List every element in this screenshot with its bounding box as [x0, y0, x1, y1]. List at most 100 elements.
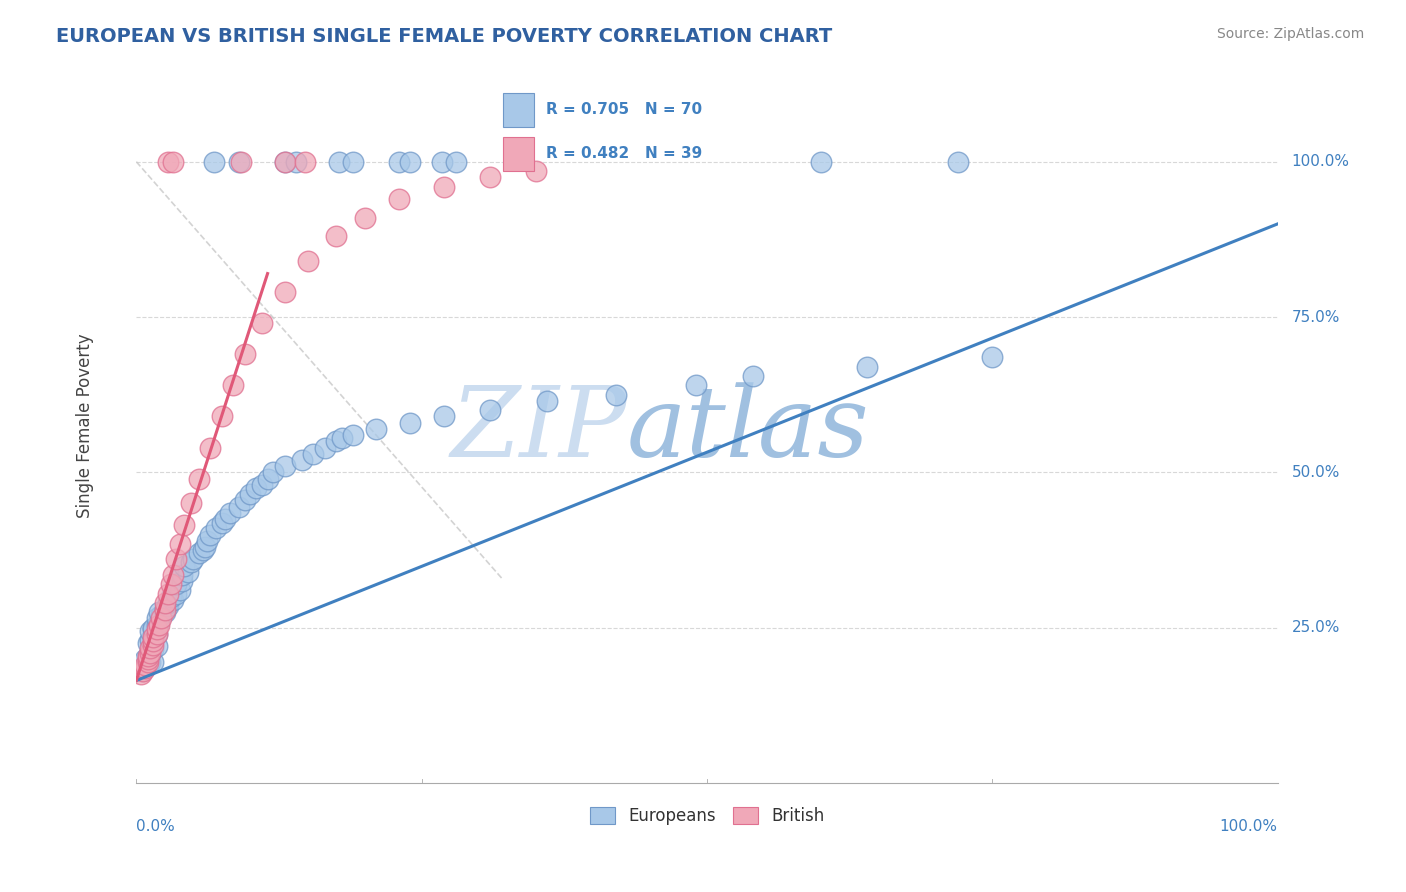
Point: [146, 611, 169, 625]
Point: [136, 652, 159, 666]
Text: Source: ZipAtlas.com: Source: ZipAtlas.com: [1216, 27, 1364, 41]
Point: [153, 602, 176, 616]
Point: [325, 434, 347, 449]
Point: [211, 409, 233, 424]
Point: [139, 646, 162, 660]
Text: 75.0%: 75.0%: [1292, 310, 1340, 325]
Point: [165, 552, 187, 566]
Point: [150, 608, 173, 623]
Point: [146, 622, 169, 636]
Point: [139, 633, 162, 648]
Point: [981, 351, 1004, 365]
Point: [157, 596, 180, 610]
Point: [946, 154, 969, 169]
Legend: Europeans, British: Europeans, British: [583, 800, 831, 832]
Point: [139, 646, 162, 660]
Point: [195, 533, 218, 548]
Point: [342, 428, 364, 442]
Point: [325, 229, 347, 244]
Point: [142, 655, 165, 669]
Point: [176, 565, 198, 579]
Point: [139, 655, 162, 669]
Point: [297, 254, 319, 268]
Point: [146, 617, 169, 632]
Point: [479, 170, 502, 185]
Text: atlas: atlas: [627, 382, 870, 477]
Point: [148, 605, 170, 619]
Point: [433, 179, 456, 194]
Text: 100.0%: 100.0%: [1220, 819, 1278, 834]
Point: [330, 431, 353, 445]
Point: [388, 192, 411, 206]
Point: [302, 447, 325, 461]
Point: [364, 422, 387, 436]
Point: [148, 615, 170, 629]
Point: [273, 459, 295, 474]
Text: EUROPEAN VS BRITISH SINGLE FEMALE POVERTY CORRELATION CHART: EUROPEAN VS BRITISH SINGLE FEMALE POVERT…: [56, 27, 832, 45]
Text: 50.0%: 50.0%: [1292, 465, 1340, 480]
Point: [328, 154, 350, 169]
Point: [273, 285, 295, 300]
Point: [285, 154, 308, 169]
Point: [159, 577, 181, 591]
Point: [233, 347, 256, 361]
Point: [157, 154, 180, 169]
Point: [134, 661, 156, 675]
Text: Single Female Poverty: Single Female Poverty: [76, 334, 94, 518]
Point: [245, 481, 267, 495]
Point: [479, 403, 502, 417]
Point: [262, 466, 284, 480]
Point: [536, 393, 558, 408]
Point: [142, 630, 165, 644]
Point: [162, 568, 184, 582]
Point: [169, 537, 191, 551]
Point: [388, 154, 411, 169]
Point: [132, 664, 155, 678]
Point: [605, 388, 627, 402]
Point: [228, 154, 250, 169]
Point: [153, 596, 176, 610]
Text: ZIP: ZIP: [451, 382, 627, 477]
Point: [399, 416, 422, 430]
Point: [142, 621, 165, 635]
Point: [134, 658, 156, 673]
Point: [146, 640, 169, 654]
Point: [173, 558, 195, 573]
Point: [273, 154, 295, 169]
Point: [180, 556, 202, 570]
Point: [146, 627, 169, 641]
Point: [250, 316, 273, 330]
Point: [169, 583, 191, 598]
Point: [139, 640, 162, 655]
Point: [314, 441, 336, 455]
Point: [250, 478, 273, 492]
Point: [399, 154, 422, 169]
Text: 100.0%: 100.0%: [1292, 154, 1350, 169]
Point: [444, 154, 467, 169]
Point: [146, 627, 169, 641]
Point: [231, 154, 253, 169]
Point: [129, 667, 152, 681]
Point: [188, 472, 211, 486]
Point: [150, 611, 173, 625]
Point: [148, 617, 170, 632]
Point: [273, 154, 295, 169]
Point: [524, 164, 547, 178]
Point: [432, 154, 454, 169]
Point: [188, 546, 211, 560]
Point: [157, 599, 180, 613]
Point: [136, 648, 159, 663]
Point: [342, 154, 364, 169]
Point: [200, 441, 222, 455]
Point: [233, 493, 256, 508]
Point: [136, 658, 159, 673]
Point: [433, 409, 456, 424]
Point: [353, 211, 375, 225]
Point: [157, 586, 180, 600]
Point: [136, 648, 159, 663]
Point: [194, 540, 217, 554]
Point: [170, 568, 193, 582]
Point: [191, 543, 214, 558]
Point: [219, 506, 242, 520]
Point: [200, 527, 222, 541]
